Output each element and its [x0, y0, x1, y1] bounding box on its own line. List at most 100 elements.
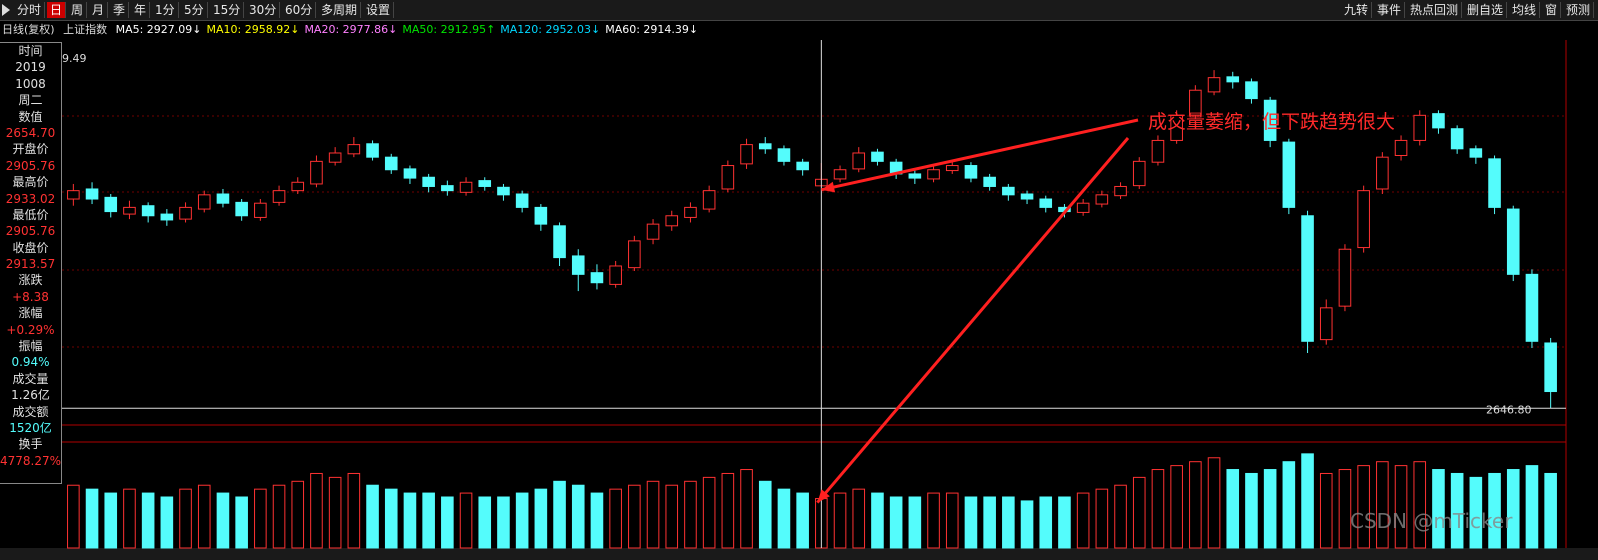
volume-bar [1301, 453, 1314, 549]
period-tab[interactable]: 月 [89, 2, 109, 18]
volume-bar [422, 492, 435, 549]
candle-body [1394, 139, 1408, 157]
ma-value: MA20: 2977.86↓ [304, 23, 398, 36]
tool-button[interactable]: 九转 [1341, 2, 1373, 18]
period-tab[interactable]: 1分 [152, 2, 179, 18]
tool-button[interactable]: 事件 [1374, 2, 1406, 18]
candle-body [983, 176, 996, 187]
volume-bar [740, 469, 753, 549]
candle-body [67, 190, 80, 200]
period-tab[interactable]: 日 [47, 2, 67, 18]
candle-body [422, 176, 435, 187]
info-value: 2933.02 [5, 191, 56, 206]
volume-bar [628, 484, 641, 549]
volume-bar [1488, 472, 1501, 549]
candle-body [1189, 89, 1202, 116]
volume-bar [1058, 496, 1071, 549]
info-label: 开盘价 [12, 142, 49, 157]
info-value: 2905.76 [5, 158, 56, 173]
candle-body [347, 144, 361, 155]
period-tab[interactable]: 15分 [210, 2, 245, 18]
toolbar: 分时日周月季年 1分 5分 15分 30分 60分 多周期 设置 预测窗均线 删自选 热点回测 事件九… [0, 0, 1598, 21]
candle-body [160, 213, 174, 221]
volume-bar [478, 496, 492, 549]
candle-body [1226, 76, 1240, 83]
info-value: 0.94% [11, 355, 50, 370]
ma-value: MA50: 2912.95↑ [402, 23, 496, 36]
candle-body [1338, 248, 1352, 307]
volume-bar [646, 480, 660, 549]
period-tab[interactable]: 60分 [282, 2, 317, 18]
volume-bar [1245, 472, 1258, 549]
candle-body [590, 272, 604, 284]
tool-button[interactable]: 均线 [1509, 2, 1541, 18]
volume-bar [927, 492, 940, 549]
candle-body [1151, 139, 1165, 163]
candle-body [1301, 215, 1314, 342]
candle-body [927, 169, 940, 180]
volume-bar [1226, 469, 1240, 549]
period-tab[interactable]: 季 [110, 2, 130, 18]
candle-body [777, 148, 791, 162]
volume-bar [160, 496, 174, 549]
info-value: 2654.70 [5, 125, 56, 140]
candle-body [1132, 160, 1146, 187]
volume-bar [1357, 465, 1370, 549]
volume-bar [721, 472, 735, 549]
volume-bar [1413, 461, 1427, 549]
candle-body [1245, 81, 1258, 100]
volume-bar [441, 496, 454, 549]
period-tab[interactable]: 30分 [246, 2, 281, 18]
candle-body [328, 152, 342, 163]
info-value: 2913.57 [5, 257, 56, 272]
chart-period: 日线(复权) [2, 23, 55, 36]
volume-bar [1450, 472, 1464, 549]
volume-bar [1039, 496, 1053, 549]
tool-button[interactable]: 预测 [1563, 2, 1595, 18]
candle-body [216, 193, 230, 204]
volume-bar [852, 488, 866, 549]
info-label: 数值 [18, 109, 43, 124]
candle-body [272, 190, 286, 203]
tool-button[interactable]: 窗 [1542, 2, 1562, 18]
tool-button[interactable]: 删自选 [1464, 2, 1508, 18]
grid [62, 115, 1566, 348]
info-label: 换手 [18, 437, 43, 452]
info-value: +0.29% [6, 322, 55, 337]
period-tab[interactable]: 周 [68, 2, 88, 18]
ma-legend: 日线(复权) 上证指数 MA5: 2927.09↓ MA10: 2958.92↓ M… [2, 22, 703, 38]
info-value: 2019 [15, 60, 46, 75]
period-tab[interactable]: 设置 [363, 2, 395, 18]
volume-bar [291, 480, 305, 549]
candle-body [85, 188, 99, 200]
period-tab[interactable]: 5分 [181, 2, 208, 18]
volume-bar [235, 496, 248, 549]
info-label: 最高价 [12, 175, 49, 190]
candle-body [1488, 158, 1501, 208]
volume-bar [403, 492, 417, 549]
index-name: 上证指数 [63, 23, 108, 36]
info-label: 成交额 [12, 404, 49, 419]
candle-body [1506, 208, 1520, 275]
candle-body [1282, 141, 1296, 208]
tool-button[interactable]: 热点回测 [1407, 2, 1463, 18]
volume-bar [702, 476, 716, 549]
period-tab[interactable]: 年 [131, 2, 151, 18]
candle-body [123, 206, 136, 215]
volume-bar [497, 496, 510, 549]
volume-bar [758, 480, 772, 549]
candle-body [1076, 202, 1090, 213]
candle-body [441, 185, 454, 192]
period-tab[interactable]: 多周期 [318, 2, 362, 18]
info-label: 最低价 [12, 207, 49, 222]
candle-body [403, 168, 417, 179]
volume-bar [1002, 496, 1015, 549]
candle-body [628, 240, 641, 269]
volume-bar [908, 496, 922, 549]
volume-bar [254, 488, 267, 549]
ma-value: MA60: 2914.39↓ [605, 23, 699, 36]
period-tab[interactable]: 分时 [14, 2, 46, 18]
volume-bar [983, 496, 996, 549]
volume-bar [67, 484, 80, 549]
